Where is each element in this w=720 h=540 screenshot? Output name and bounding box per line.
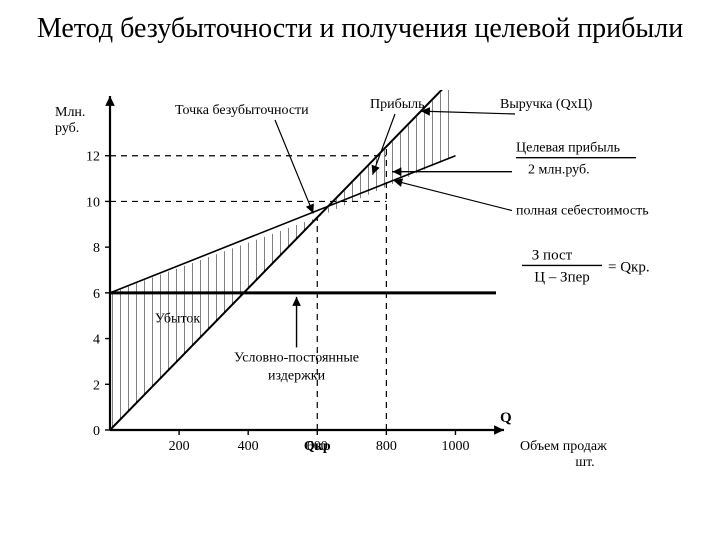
svg-text:Выручка (QxЦ): Выручка (QxЦ) bbox=[500, 97, 593, 112]
svg-text:2: 2 bbox=[93, 378, 100, 393]
svg-text:Точка безубыточности: Точка безубыточности bbox=[175, 103, 309, 118]
svg-text:200: 200 bbox=[169, 439, 190, 454]
svg-text:0: 0 bbox=[93, 424, 100, 439]
svg-text:2 млн.руб.: 2 млн.руб. bbox=[528, 163, 590, 178]
svg-text:шт.: шт. bbox=[575, 455, 594, 470]
svg-text:Целевая прибыль: Целевая прибыль bbox=[516, 141, 620, 156]
svg-text:З пост: З пост bbox=[532, 247, 573, 263]
svg-text:6: 6 bbox=[93, 287, 100, 302]
svg-text:800: 800 bbox=[376, 439, 397, 454]
svg-text:10: 10 bbox=[86, 195, 100, 210]
svg-text:Млн.: Млн. bbox=[55, 105, 85, 120]
svg-text:полная себестоимость: полная себестоимость bbox=[516, 204, 649, 219]
svg-text:Ц – Зпер: Ц – Зпер bbox=[534, 269, 590, 285]
svg-text:Прибыль: Прибыль bbox=[370, 97, 425, 112]
svg-text:8: 8 bbox=[93, 241, 100, 256]
svg-text:Объем продаж: Объем продаж bbox=[520, 439, 607, 454]
svg-text:= Qкр.: = Qкр. bbox=[608, 259, 650, 275]
svg-text:Условно-постоянные: Условно-постоянные bbox=[234, 350, 359, 365]
page-title: Метод безубыточности и получения целевой… bbox=[0, 12, 720, 46]
svg-text:4: 4 bbox=[93, 333, 100, 348]
page: Метод безубыточности и получения целевой… bbox=[0, 0, 720, 540]
svg-text:Qкр: Qкр bbox=[304, 439, 331, 454]
svg-text:12: 12 bbox=[86, 150, 100, 165]
svg-text:Q: Q bbox=[500, 410, 512, 426]
chart-svg: 0246810122004006008001000Млн.руб.Объем п… bbox=[40, 90, 680, 510]
svg-text:издержки: издержки bbox=[268, 368, 326, 383]
svg-text:руб.: руб. bbox=[55, 121, 79, 136]
breakeven-chart: 0246810122004006008001000Млн.руб.Объем п… bbox=[40, 90, 680, 510]
svg-text:400: 400 bbox=[238, 439, 259, 454]
svg-text:1000: 1000 bbox=[441, 439, 469, 454]
svg-text:Убыток: Убыток bbox=[155, 312, 200, 327]
